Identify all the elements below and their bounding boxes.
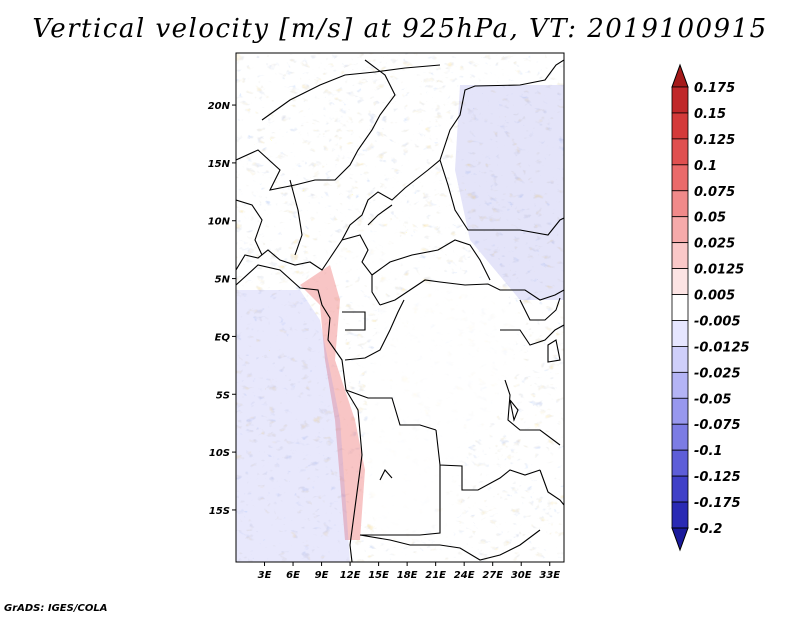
lon-tick-label: 24E bbox=[454, 570, 475, 581]
colorbar-label: 0.05 bbox=[694, 211, 726, 226]
lon-tick-label: 18E bbox=[397, 570, 418, 581]
colorbar-swatch bbox=[671, 423, 689, 451]
lon-tick-label: 3E bbox=[258, 570, 272, 581]
lat-tick-label: 20N bbox=[208, 101, 231, 112]
colorbar-label: -0.175 bbox=[694, 496, 741, 511]
colorbar-label: -0.0125 bbox=[694, 340, 750, 355]
colorbar-max-triangle bbox=[671, 63, 689, 88]
colorbar-label: 0.025 bbox=[694, 237, 735, 252]
colorbar-label: -0.005 bbox=[694, 314, 741, 329]
colorbar-label: -0.2 bbox=[694, 522, 722, 537]
colorbar-label: -0.05 bbox=[694, 392, 731, 407]
lat-tick-label: 5N bbox=[215, 275, 231, 286]
lon-tick-label: 15E bbox=[368, 570, 389, 581]
country-boundaries bbox=[236, 59, 564, 562]
colorbar-swatch bbox=[671, 371, 689, 399]
colorbar-swatch bbox=[671, 216, 689, 244]
colorbar-label: 0.125 bbox=[694, 133, 735, 148]
colorbar-swatch bbox=[671, 242, 689, 269]
lon-tick-label: 6E bbox=[286, 570, 300, 581]
lon-tick-label: 33E bbox=[539, 570, 560, 581]
lat-tick-label: EQ bbox=[215, 332, 231, 343]
colorbar-label: -0.125 bbox=[694, 470, 741, 485]
colorbar-swatch bbox=[671, 190, 689, 218]
colorbar-label: 0.005 bbox=[694, 289, 735, 304]
lat-tick-label: 10N bbox=[208, 217, 231, 228]
colorbar-swatch bbox=[671, 501, 689, 529]
colorbar-label: 0.1 bbox=[694, 159, 717, 174]
lon-tick-label: 27E bbox=[482, 570, 503, 581]
colorbar-min-triangle bbox=[671, 527, 689, 552]
colorbar-label: -0.1 bbox=[694, 444, 722, 459]
colorbar-swatch bbox=[671, 475, 689, 503]
lat-tick-label: 15N bbox=[208, 159, 231, 170]
colorbar-swatch bbox=[671, 294, 689, 321]
chart-title: Vertical velocity [m/s] at 925hPa, VT: 2… bbox=[32, 14, 768, 44]
lat-tick-label: 5S bbox=[216, 390, 230, 401]
colorbar-swatch bbox=[671, 138, 689, 166]
lon-tick-label: 9E bbox=[315, 570, 329, 581]
colorbar-swatch bbox=[671, 320, 689, 347]
plot-frame bbox=[235, 52, 565, 563]
colorbar-swatch bbox=[671, 86, 689, 114]
colorbar-swatch bbox=[671, 164, 689, 192]
credit-label: GrADS: IGES/COLA bbox=[4, 603, 108, 614]
colorbar-label: 0.0125 bbox=[694, 263, 744, 278]
colorbar-label: 0.175 bbox=[694, 81, 735, 96]
lat-tick-label: 15S bbox=[209, 506, 230, 517]
colorbar-label: 0.15 bbox=[694, 107, 726, 122]
lon-tick-label: 21E bbox=[425, 570, 446, 581]
colorbar-swatch bbox=[671, 397, 689, 425]
lon-tick-label: 30E bbox=[511, 570, 532, 581]
colorbar: 0.175 0.15 0.125 0.1 0.075 0.05 0.025 0.0125 0.0… bbox=[671, 63, 750, 552]
colorbar-swatch bbox=[671, 112, 689, 140]
map-axes: 20N 15N 10N 5N EQ 5S 10S 15S 3E 6E 9E 12E 15E 18E 21E 2… bbox=[208, 101, 561, 581]
colorbar-label: -0.025 bbox=[694, 366, 741, 381]
colorbar-label: 0.075 bbox=[694, 185, 735, 200]
colorbar-label: -0.075 bbox=[694, 418, 741, 433]
colorbar-swatch bbox=[671, 268, 689, 295]
colorbar-swatch bbox=[671, 449, 689, 477]
lat-tick-label: 10S bbox=[209, 448, 230, 459]
colorbar-swatch bbox=[671, 346, 689, 373]
lon-tick-label: 12E bbox=[340, 570, 361, 581]
